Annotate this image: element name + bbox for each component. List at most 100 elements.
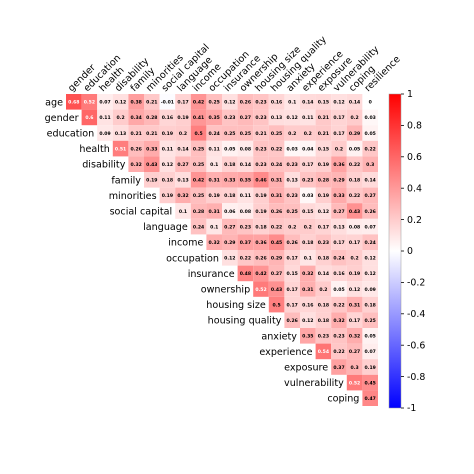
heatmap-cell: [190, 140, 207, 157]
heatmap-cell: [206, 172, 222, 188]
heatmap-cell: [206, 203, 222, 219]
heatmap-cell: [315, 328, 332, 344]
heatmap-cell: [253, 187, 269, 204]
cell-value-label: 0.14: [318, 271, 329, 277]
heatmap-cell: [112, 109, 129, 126]
cell-value-label: 0.25: [287, 209, 298, 215]
cell-value-label: 0.26: [365, 209, 376, 215]
heatmap-cell: [331, 156, 347, 172]
cell-value-label: 0.26: [255, 256, 266, 262]
heatmap-cell: [362, 343, 378, 360]
cell-value-label: 0.25: [193, 146, 204, 152]
cell-value-label: 0.17: [177, 100, 188, 106]
heatmap-cell: [346, 374, 363, 391]
heatmap-cell: [315, 172, 332, 188]
colorbar-tick-label: -1: [407, 403, 416, 414]
cell-value-label: 0.11: [162, 146, 173, 152]
cell-value-label: 0.08: [240, 209, 251, 215]
cell-value-label: 0.12: [302, 318, 313, 324]
cell-value-label: 0.17: [333, 240, 344, 246]
heatmap-cell: [206, 109, 222, 126]
cell-value-label: 0.42: [255, 271, 266, 277]
heatmap-cell: [362, 94, 378, 110]
heatmap-cell: [175, 172, 191, 188]
cell-value-label: 0.12: [162, 162, 173, 168]
cell-value-label: 0.15: [302, 209, 313, 215]
cell-value-label: 0.03: [287, 146, 298, 152]
heatmap-cell: [331, 328, 347, 344]
heatmap-cell: [331, 343, 347, 360]
cell-value-label: 0.17: [287, 302, 298, 308]
heatmap-cell: [346, 172, 363, 188]
heatmap-cell: [206, 94, 222, 110]
heatmap-cell: [362, 172, 378, 188]
cell-value-label: 0.22: [349, 162, 360, 168]
cell-value-label: 0.17: [302, 162, 313, 168]
cell-value-label: 0.18: [318, 256, 329, 262]
cell-value-label: 0.48: [240, 271, 251, 277]
heatmap-cell: [315, 94, 332, 110]
heatmap-cell: [268, 281, 285, 297]
heatmap-cell: [331, 234, 347, 250]
cell-value-label: 0.31: [349, 302, 360, 308]
row-label: age: [45, 97, 63, 108]
heatmap-cell: [175, 203, 191, 219]
cell-value-label: 0.17: [318, 224, 329, 230]
cell-value-label: 0.5: [195, 131, 203, 137]
heatmap-cell: [237, 109, 254, 126]
heatmap-cell: [331, 187, 347, 204]
colorbar-tick-label: -0.4: [407, 309, 425, 320]
cell-value-label: 0.17: [333, 131, 344, 137]
heatmap-cell: [300, 125, 316, 141]
heatmap-cell: [237, 94, 254, 110]
heatmap-cell: [331, 203, 347, 219]
cell-value-label: 0.16: [302, 302, 313, 308]
heatmap-cell: [315, 125, 332, 141]
heatmap-cell: [331, 140, 347, 157]
heatmap-cell: [159, 187, 176, 204]
cell-value-label: 0.16: [271, 100, 282, 106]
heatmap-cell: [81, 94, 98, 110]
cell-value-label: 0.22: [271, 146, 282, 152]
cell-value-label: 0.2: [304, 131, 312, 137]
cell-value-label: 0.32: [333, 318, 344, 324]
heatmap-cell: [190, 203, 207, 219]
heatmap-cell: [237, 140, 254, 157]
cell-value-label: 0.22: [333, 302, 344, 308]
cell-value-label: 0.23: [255, 162, 266, 168]
cell-value-label: 0.12: [333, 100, 344, 106]
row-label: coping: [327, 394, 359, 405]
heatmap-cell: [206, 125, 222, 141]
heatmap-cell: [346, 359, 363, 375]
cell-value-label: 0.1: [288, 100, 296, 106]
row-label: disability: [82, 160, 125, 171]
row-labels: age gender education health disability family…: [45, 97, 360, 404]
cell-value-label: 0.26: [287, 318, 298, 324]
heatmap-cell: [112, 94, 129, 110]
cell-value-label: 0.24: [193, 224, 204, 230]
heatmap-cell: [237, 250, 254, 266]
heatmap-cell: [222, 125, 238, 141]
cell-value-label: 0.13: [177, 178, 188, 184]
cell-value-label: 0.22: [349, 193, 360, 199]
heatmap-cell: [315, 281, 332, 297]
cell-value-label: 0.27: [365, 193, 376, 199]
row-label: ownership: [201, 285, 250, 296]
heatmap-cell: [253, 94, 269, 110]
cell-value-label: 0.36: [255, 240, 266, 246]
heatmap-cell: [331, 94, 347, 110]
cell-value-label: 0.32: [302, 271, 313, 277]
cell-value-label: 0.19: [255, 209, 266, 215]
colorbar-tick-label: 0.2: [407, 215, 422, 226]
heatmap-cell: [362, 250, 378, 266]
heatmap-cell: [237, 187, 254, 204]
cell-value-label: 0.11: [99, 115, 110, 121]
cell-value-label: 0.18: [365, 302, 376, 308]
heatmap-cell: [300, 312, 316, 328]
heatmap-cell: [300, 328, 316, 344]
heatmap-cell: [144, 94, 160, 110]
cell-value-label: 0.32: [209, 240, 220, 246]
cell-value-label: 0.19: [365, 365, 376, 371]
cell-value-label: 0.37: [333, 365, 344, 371]
heatmap-cell: [253, 109, 269, 126]
